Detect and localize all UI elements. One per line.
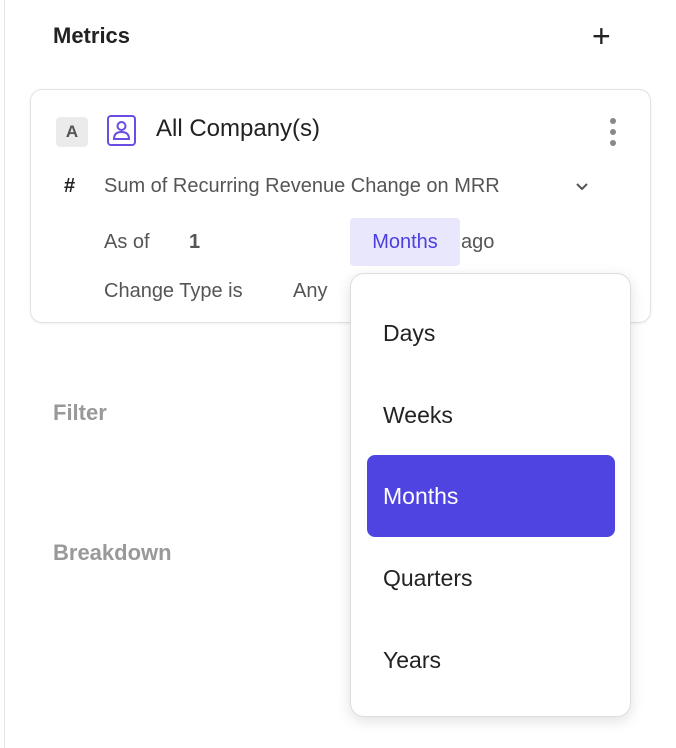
company-icon [107, 115, 136, 146]
change-type-select[interactable]: Any [293, 280, 328, 302]
unit-dropdown-menu: Days Weeks Months Quarters Years [350, 273, 631, 717]
entity-title[interactable]: All Company(s) [156, 115, 321, 142]
option-months[interactable]: Months [367, 455, 615, 537]
add-metric-button[interactable]: + [592, 18, 611, 54]
as-of-label: As of [104, 231, 150, 253]
measure-select[interactable]: Sum of Recurring Revenue Change on MRR [104, 175, 500, 197]
breakdown-heading[interactable]: Breakdown [53, 540, 172, 565]
chevron-down-icon[interactable] [574, 178, 590, 199]
option-years[interactable]: Years [383, 646, 441, 673]
section-title: Metrics [53, 23, 131, 48]
metric-card [30, 89, 651, 323]
as-of-value-input[interactable]: 1 [189, 231, 201, 253]
option-weeks[interactable]: Weeks [383, 401, 453, 428]
ago-label: ago [461, 231, 495, 253]
more-options-icon[interactable] [603, 116, 623, 148]
unit-select[interactable]: Months [350, 218, 460, 266]
change-type-label: Change Type is [104, 280, 243, 302]
panel-border [4, 0, 5, 748]
hash-icon: # [64, 175, 76, 197]
option-days[interactable]: Days [383, 319, 436, 346]
filter-heading[interactable]: Filter [53, 400, 107, 425]
option-quarters[interactable]: Quarters [383, 564, 473, 591]
metric-badge: A [56, 117, 88, 147]
